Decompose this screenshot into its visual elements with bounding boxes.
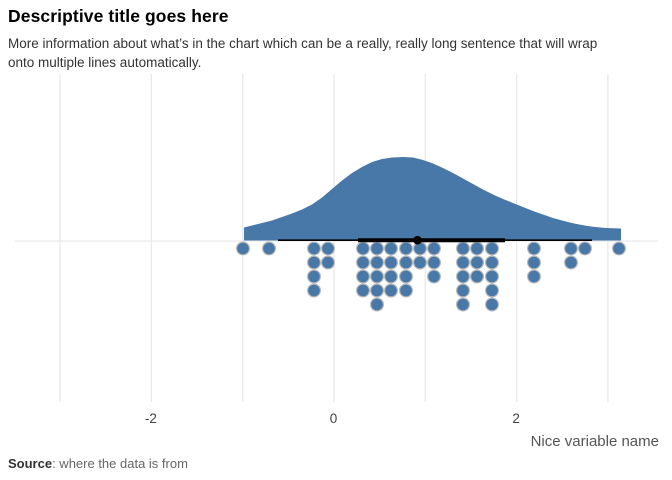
density-curve bbox=[244, 157, 621, 241]
data-dot bbox=[307, 241, 322, 256]
data-dot bbox=[262, 241, 277, 256]
data-dot bbox=[307, 283, 322, 298]
data-dot bbox=[307, 269, 322, 284]
data-dot bbox=[470, 255, 485, 270]
data-dot bbox=[427, 241, 442, 256]
data-dot bbox=[577, 241, 592, 256]
data-dot bbox=[456, 269, 471, 284]
data-dot bbox=[356, 269, 371, 284]
data-dot bbox=[456, 283, 471, 298]
interval-line bbox=[278, 235, 592, 245]
source-label: Source bbox=[8, 456, 53, 471]
data-dot bbox=[384, 255, 399, 270]
data-dot bbox=[399, 269, 414, 284]
data-dot bbox=[485, 255, 500, 270]
data-dot bbox=[456, 297, 471, 312]
data-dot bbox=[427, 269, 442, 284]
data-dot bbox=[427, 255, 442, 270]
data-dot bbox=[526, 255, 541, 270]
data-dot bbox=[470, 269, 485, 284]
chart-subtitle: More information about what’s in the cha… bbox=[8, 36, 598, 70]
data-dot bbox=[356, 255, 371, 270]
data-dot bbox=[526, 269, 541, 284]
source-text: : where the data is from bbox=[52, 456, 188, 471]
data-dot bbox=[611, 241, 626, 256]
data-dot bbox=[384, 283, 399, 298]
data-dot bbox=[485, 241, 500, 256]
data-dot bbox=[413, 255, 428, 270]
data-dot bbox=[384, 269, 399, 284]
x-tick-label: 0 bbox=[330, 411, 338, 426]
data-dot bbox=[413, 241, 428, 256]
data-dot bbox=[370, 269, 385, 284]
data-dot bbox=[370, 241, 385, 256]
data-dot bbox=[370, 297, 385, 312]
data-dot bbox=[456, 255, 471, 270]
data-dot bbox=[370, 283, 385, 298]
data-dot bbox=[321, 241, 336, 256]
chart-title: Descriptive title goes here bbox=[8, 6, 229, 26]
source-note: Source: where the data is from bbox=[8, 456, 188, 471]
data-dot bbox=[563, 255, 578, 270]
data-dot bbox=[485, 269, 500, 284]
x-tick-label: 2 bbox=[512, 411, 520, 426]
chart-header: Descriptive title goes here More informa… bbox=[8, 6, 648, 72]
data-dot bbox=[485, 283, 500, 298]
x-axis-label: Nice variable name bbox=[530, 433, 659, 450]
data-dot bbox=[307, 255, 322, 270]
data-dot bbox=[399, 241, 414, 256]
data-dot bbox=[456, 241, 471, 256]
data-dot bbox=[384, 241, 399, 256]
data-dots bbox=[236, 241, 626, 312]
data-dot bbox=[236, 241, 251, 256]
data-dot bbox=[470, 241, 485, 256]
data-dot bbox=[563, 241, 578, 256]
x-tick-label: -2 bbox=[145, 411, 157, 426]
median-dot bbox=[413, 235, 422, 245]
data-dot bbox=[399, 283, 414, 298]
data-dot bbox=[526, 241, 541, 256]
data-dot bbox=[321, 255, 336, 270]
x-tick-labels: -2 0 2 bbox=[145, 411, 520, 426]
data-dot bbox=[485, 297, 500, 312]
data-dot bbox=[356, 241, 371, 256]
data-dot bbox=[356, 283, 371, 298]
data-dot bbox=[399, 255, 414, 270]
data-dot bbox=[370, 255, 385, 270]
